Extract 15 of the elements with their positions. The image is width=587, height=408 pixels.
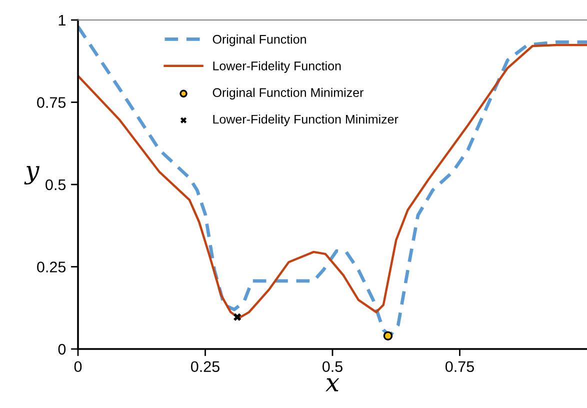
y-axis-title: y [24, 166, 40, 184]
x-axis-title: x [326, 378, 340, 392]
x-tick-label: 0.75 [445, 361, 474, 372]
y-tick-label: 0 [58, 344, 66, 355]
legend-label: Lower-Fidelity Function Minimizer [213, 114, 398, 126]
legend-label: Original Function [212, 34, 306, 46]
y-tick-label: 1 [58, 15, 66, 26]
y-tick-label: 0.5 [46, 179, 66, 190]
legend-label: Original Function Minimizer [212, 88, 364, 100]
y-tick-label: 0.75 [37, 97, 66, 108]
x-tick-label: 0.5 [322, 361, 342, 372]
y-tick-label: 0.25 [37, 262, 66, 272]
legend-label: Lower-Fidelity Function [213, 61, 341, 73]
x-tick-label: 0.25 [190, 361, 220, 372]
x-tick-label: 0 [74, 361, 82, 372]
